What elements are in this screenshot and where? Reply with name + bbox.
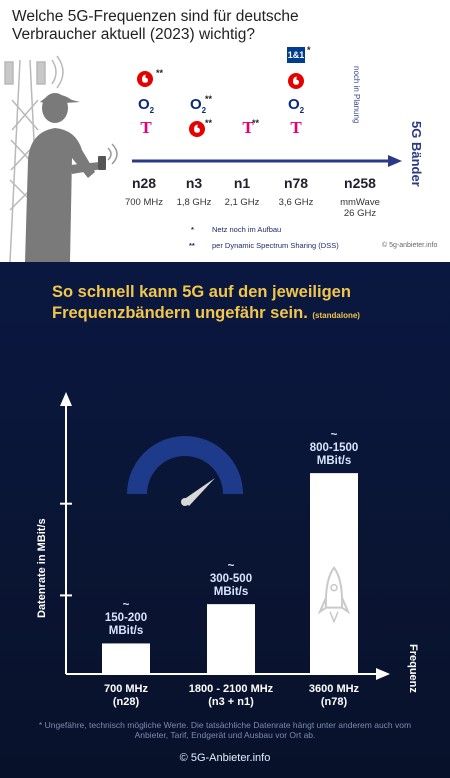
legend-text: per Dynamic Spectrum Sharing (DSS) — [212, 241, 339, 250]
y-ticks-group — [60, 502, 72, 597]
speed-chart-panel: So schnell kann 5G auf den jeweiligen Fr… — [0, 262, 450, 778]
legend-text: Netz noch im Aufbau — [212, 225, 282, 234]
legend-mark: * — [191, 225, 194, 234]
band-name: n28 — [131, 175, 157, 191]
band-name: n78 — [283, 175, 309, 191]
planning-note: noch in Planung — [352, 66, 361, 124]
chart-title: So schnell kann 5G auf den jeweiligen Fr… — [52, 283, 360, 322]
x-axis-label: Frequenz — [407, 644, 419, 693]
band-frequency: 700 MHz — [124, 197, 163, 208]
o2-logo: O2 — [137, 96, 155, 115]
band-name: n1 — [233, 175, 251, 191]
bar-value-label: ~ 800-1500 MBit/s — [309, 429, 359, 468]
bars-group — [102, 473, 358, 674]
network-building-star-marker: * — [307, 45, 311, 55]
dss-star-marker: ** — [205, 118, 213, 128]
bar-value-label: ~ 300-500 MBit/s — [209, 560, 253, 599]
o2-logo: O2 — [189, 96, 207, 115]
frequency-arrow — [132, 155, 402, 167]
band-frequency: 2,1 GHz — [224, 197, 260, 208]
o2-logo: O2 — [287, 96, 305, 115]
legend-mark: ** — [189, 241, 195, 250]
dss-star-marker: ** — [156, 68, 164, 78]
band-frequency: mmWave 26 GHz — [340, 197, 380, 219]
x-axis-arrow — [376, 668, 390, 680]
speedometer-icon — [127, 436, 243, 506]
dss-star-marker: ** — [252, 118, 260, 128]
person-with-phone-illustration — [4, 55, 118, 262]
bands-axis-label: 5G Bänder — [409, 121, 424, 187]
bar-2 — [310, 473, 358, 674]
vodafone-logo — [188, 120, 206, 143]
infographic-title: Welche 5G-Frequenzen sind für deutsche V… — [12, 8, 299, 43]
band-frequency: 3,6 GHz — [278, 197, 314, 208]
vodafone-logo — [136, 70, 166, 87]
category-label: 3600 MHz (n78) — [308, 683, 360, 708]
dss-star-marker: ** — [205, 94, 213, 104]
phone-icon — [98, 156, 106, 170]
vodafone-logo — [287, 72, 305, 95]
band-frequency: 1,8 GHz — [176, 197, 212, 208]
bar-1 — [207, 604, 255, 674]
y-axis-arrow — [60, 392, 72, 406]
footnote: * Ungefähre, technisch mögliche Werte. D… — [38, 720, 412, 740]
copyright-bottom: © 5G-Anbieter.info — [179, 752, 271, 764]
one-and-one-logo: 1&1 — [287, 47, 305, 63]
category-label: 1800 - 2100 MHz (n3 + n1) — [188, 683, 274, 708]
telekom-logo: T — [242, 118, 254, 137]
speed-bar-chart — [60, 392, 390, 680]
band-name: n258 — [344, 175, 376, 191]
category-label: 700 MHz (n28) — [103, 683, 149, 708]
bar-0 — [102, 643, 150, 674]
telekom-logo: T — [140, 118, 152, 137]
band-name: n3 — [185, 175, 203, 191]
y-axis-label: Datenrate in MBit/s — [36, 518, 48, 618]
chart-title-note: (standalone) — [312, 311, 360, 320]
telekom-logo: T — [290, 118, 302, 137]
copyright-top: © 5g-anbieter.info — [382, 242, 438, 249]
rocket-icon — [317, 566, 351, 624]
bands-infographic: Welche 5G-Frequenzen sind für deutsche V… — [0, 0, 450, 262]
person-silhouette-icon — [25, 93, 102, 262]
signal-waves-icon — [107, 143, 118, 165]
bar-value-label: ~ 150-200 MBit/s — [104, 599, 148, 638]
